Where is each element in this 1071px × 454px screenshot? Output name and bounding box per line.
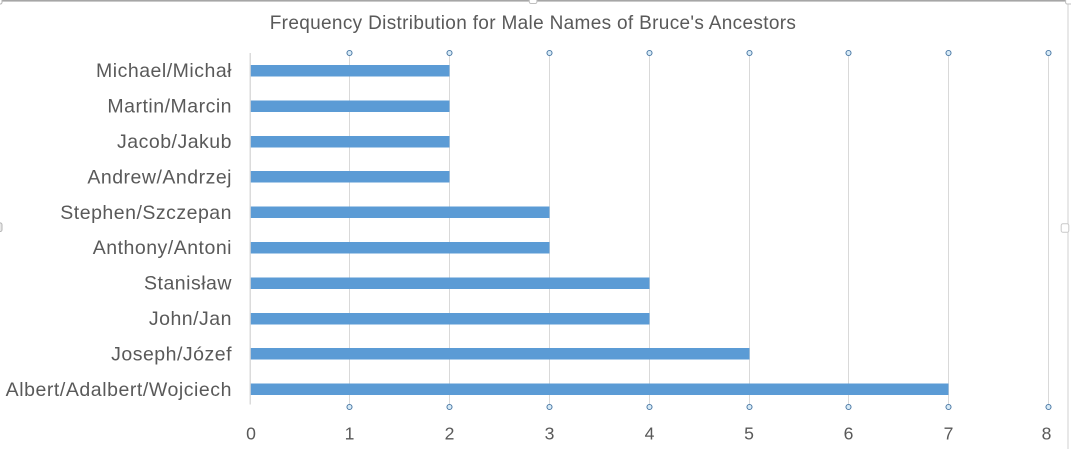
- svg-text:8: 8: [1042, 424, 1052, 444]
- svg-text:Joseph/Józef: Joseph/Józef: [111, 343, 232, 365]
- svg-text:4: 4: [645, 424, 655, 444]
- svg-text:Anthony/Antoni: Anthony/Antoni: [93, 237, 232, 259]
- svg-text:Stanisław: Stanisław: [144, 273, 232, 295]
- svg-text:Jacob/Jakub: Jacob/Jakub: [117, 131, 232, 153]
- svg-text:Michael/Michał: Michael/Michał: [96, 60, 232, 82]
- svg-text:1: 1: [345, 424, 355, 444]
- svg-text:Martin/Marcin: Martin/Marcin: [107, 96, 232, 118]
- svg-text:5: 5: [744, 424, 754, 444]
- svg-text:Frequency Distribution for Mal: Frequency Distribution for Male Names of…: [270, 13, 796, 34]
- svg-text:Andrew/Andrzej: Andrew/Andrzej: [87, 166, 232, 188]
- svg-text:Albert/Adalbert/Wojciech: Albert/Adalbert/Wojciech: [6, 379, 232, 401]
- svg-text:6: 6: [844, 424, 854, 444]
- svg-text:2: 2: [445, 424, 455, 444]
- svg-text:0: 0: [246, 424, 256, 444]
- svg-text:John/Jan: John/Jan: [149, 308, 232, 330]
- svg-text:Stephen/Szczepan: Stephen/Szczepan: [60, 202, 232, 224]
- svg-text:7: 7: [944, 424, 954, 444]
- svg-text:3: 3: [545, 424, 555, 444]
